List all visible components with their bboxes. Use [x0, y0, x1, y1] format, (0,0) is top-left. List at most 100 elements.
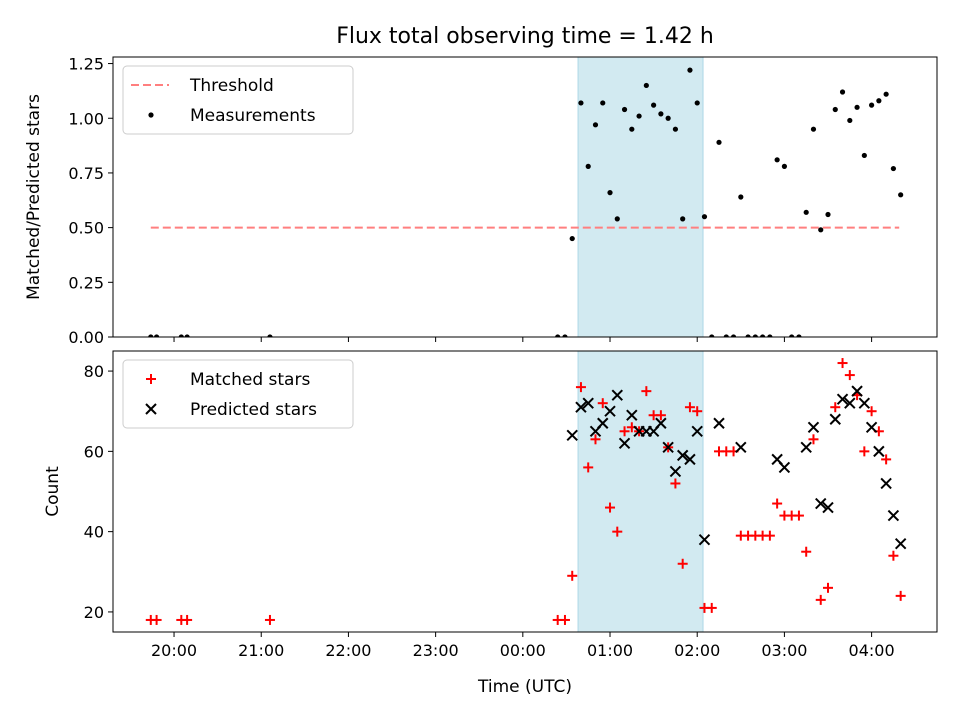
x-stroke-b — [836, 393, 849, 405]
x-stroke-b — [691, 425, 703, 437]
data-point — [555, 334, 561, 337]
data-point — [815, 594, 826, 605]
axes-frame — [112, 56, 938, 338]
x-tick-label: 21:00 — [238, 641, 284, 660]
data-point — [706, 602, 717, 613]
data-point — [669, 465, 682, 478]
data-point — [830, 402, 841, 413]
x-stroke-b — [829, 413, 841, 425]
legend-label: Threshold — [189, 76, 274, 96]
x-stroke-b — [822, 501, 834, 514]
data-point — [604, 405, 616, 417]
data-point — [752, 334, 758, 337]
data-point — [839, 89, 846, 95]
data-point — [597, 398, 608, 409]
data-point — [825, 211, 831, 218]
data-point — [883, 91, 889, 97]
legend-box — [122, 359, 354, 429]
data-point — [264, 614, 275, 625]
data-point — [582, 397, 594, 409]
data-point — [829, 413, 841, 425]
x-stroke-b — [873, 445, 885, 458]
data-point — [665, 115, 671, 121]
data-point — [694, 100, 700, 106]
x-stroke-b — [618, 437, 631, 450]
data-point — [611, 389, 623, 401]
data-point — [677, 558, 688, 569]
data-point — [716, 139, 722, 145]
legend-swatch — [145, 403, 157, 415]
top-panel: 0.00 0.25 0.50 0.75 1.00 1.25 Matched/Predicte… — [24, 55, 938, 347]
x-stroke-b — [807, 421, 820, 433]
y-tick-label: 0.50 — [68, 219, 104, 238]
legend: Threshold Measurements — [122, 65, 354, 135]
x-stroke-b — [858, 397, 871, 409]
data-point — [800, 441, 812, 454]
data-point — [858, 397, 871, 409]
data-point — [723, 334, 729, 337]
y-tick-label: 0.00 — [68, 328, 104, 347]
data-point — [888, 550, 899, 561]
x-stroke-b — [684, 453, 696, 466]
data-point — [676, 449, 689, 462]
x-stroke-b — [865, 421, 878, 433]
data-point — [778, 461, 791, 474]
data-point — [730, 334, 737, 337]
legend-entry: Threshold — [131, 76, 274, 96]
data-point — [709, 334, 715, 337]
y-tick-label: 60 — [84, 442, 104, 461]
data-point — [898, 192, 904, 198]
x-stroke-b — [575, 401, 587, 413]
series-measurements — [148, 67, 904, 337]
data-point — [822, 501, 834, 514]
data-point — [559, 614, 570, 625]
data-point — [684, 402, 695, 413]
data-point — [745, 334, 751, 337]
data-point — [618, 437, 631, 450]
data-point — [643, 82, 649, 89]
x-stroke-b — [771, 453, 783, 466]
x-tick-label: 20:00 — [151, 641, 197, 660]
data-point — [684, 453, 696, 466]
data-point — [590, 434, 601, 445]
data-point — [836, 393, 849, 405]
data-point — [823, 582, 834, 593]
data-point — [567, 570, 578, 581]
x-axis-label: Time (UTC) — [477, 677, 572, 697]
data-point — [597, 417, 609, 429]
x-stroke-b — [800, 441, 812, 454]
data-point — [636, 113, 642, 119]
data-point — [808, 434, 819, 445]
legend-label: Predicted stars — [190, 400, 317, 420]
y-tick-label: 0.75 — [68, 164, 104, 183]
x-stroke-b — [735, 441, 747, 454]
data-point — [605, 502, 616, 513]
data-point — [658, 111, 664, 117]
x-tick-label: 22:00 — [325, 641, 371, 660]
x-stroke-b — [662, 441, 674, 454]
data-point — [847, 117, 853, 124]
data-point — [869, 102, 875, 108]
data-point — [655, 410, 666, 421]
data-point — [583, 462, 594, 473]
legend-entry: Measurements — [148, 106, 316, 126]
data-point — [687, 67, 693, 73]
data-point — [600, 100, 606, 106]
x-stroke-b — [582, 397, 594, 409]
x-stroke-b — [894, 537, 907, 550]
x-tick-label: 23:00 — [413, 641, 459, 660]
x-stroke-b — [851, 385, 863, 397]
legend-entry: Matched stars — [146, 370, 310, 390]
x-stroke-b — [597, 417, 609, 429]
data-point — [880, 477, 892, 490]
x-tick-label: 02:00 — [674, 641, 720, 660]
x-tick-label: 04:00 — [849, 641, 895, 660]
chart-title: Flux total observing time = 1.42 h — [336, 24, 714, 49]
data-point — [641, 386, 652, 397]
data-point — [844, 370, 855, 381]
data-point — [626, 409, 638, 421]
data-point — [781, 163, 788, 169]
data-point — [655, 417, 667, 429]
x-stroke-b — [604, 405, 616, 417]
